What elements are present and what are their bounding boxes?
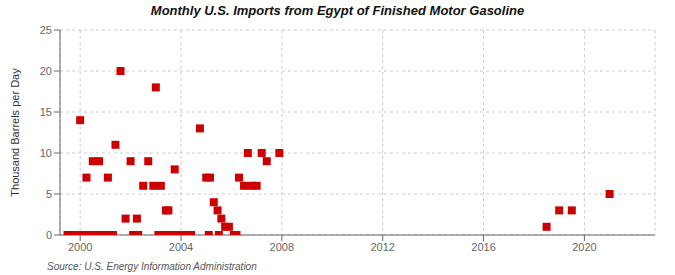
html-text:Monthly U.S. Imports from Egyp: Monthly U.S. Imports from Egypt of Finis… <box>150 3 525 18</box>
svg-text:20: 20 <box>40 65 52 77</box>
svg-text:15: 15 <box>40 106 52 118</box>
svg-text:10: 10 <box>40 147 52 159</box>
svg-text:0: 0 <box>46 229 52 241</box>
svg-text:2012: 2012 <box>370 241 394 253</box>
svg-text:2020: 2020 <box>572 241 596 253</box>
svg-text:25: 25 <box>40 24 52 36</box>
html-text:Source: U.S. Energy Informatio: Source: U.S. Energy Information Administ… <box>47 261 257 272</box>
svg-text:2008: 2008 <box>270 241 294 253</box>
svg-text:2016: 2016 <box>471 241 495 253</box>
svg-text:2004: 2004 <box>169 241 193 253</box>
svg-text:Thousand Barrels per Day: Thousand Barrels per Day <box>9 68 21 197</box>
svg-text:2000: 2000 <box>68 241 92 253</box>
svg-text:5: 5 <box>46 188 52 200</box>
